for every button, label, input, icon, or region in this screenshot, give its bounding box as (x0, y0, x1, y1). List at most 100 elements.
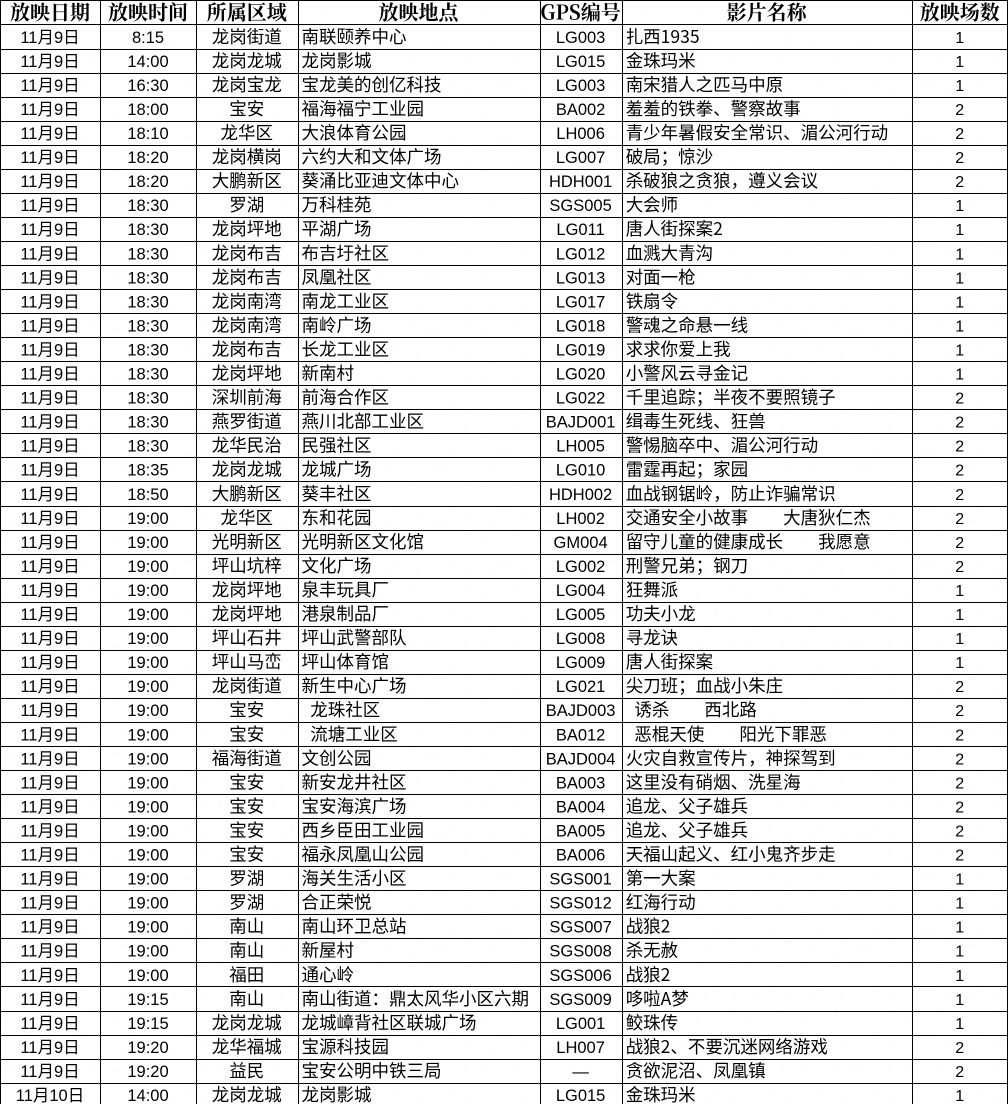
svg-text:血溅大青沟: 血溅大青沟 (626, 240, 714, 265)
svg-text:LG005: LG005 (556, 606, 606, 624)
svg-text:2: 2 (955, 511, 964, 528)
svg-text:19:00: 19:00 (127, 606, 168, 624)
svg-text:19:00: 19:00 (127, 582, 168, 600)
svg-text:19:00: 19:00 (127, 654, 168, 672)
svg-text:19:00: 19:00 (127, 750, 168, 768)
svg-text:千里追踪；半夜不要照镜子: 千里追踪；半夜不要照镜子 (626, 385, 836, 410)
svg-text:2: 2 (955, 535, 964, 552)
svg-text:BAJD004: BAJD004 (546, 750, 616, 768)
svg-text:LH006: LH006 (556, 125, 605, 143)
svg-text:对面一枪: 对面一枪 (626, 264, 696, 289)
svg-text:坪山马峦: 坪山马峦 (212, 649, 282, 674)
svg-text:1: 1 (955, 270, 964, 287)
svg-text:龙岗龙城: 龙岗龙城 (212, 1010, 282, 1035)
svg-text:新南村: 新南村 (302, 361, 355, 386)
svg-text:1: 1 (955, 607, 964, 624)
svg-text:文化广场: 文化广场 (302, 553, 372, 578)
svg-text:11月9日: 11月9日 (20, 29, 79, 47)
svg-text:宝龙美的创亿科技: 宝龙美的创亿科技 (302, 72, 442, 97)
svg-text:18:30: 18:30 (127, 414, 168, 432)
svg-text:龙岗影城: 龙岗影城 (302, 1082, 372, 1104)
svg-text:LG002: LG002 (556, 558, 606, 576)
svg-text:龙岗坪地: 龙岗坪地 (212, 216, 282, 241)
svg-text:扎西1935: 扎西1935 (626, 24, 700, 49)
svg-text:大鹏新区: 大鹏新区 (212, 481, 282, 506)
svg-text:11月9日: 11月9日 (20, 366, 79, 384)
svg-text:放映场数: 放映场数 (920, 0, 1000, 25)
svg-text:11月9日: 11月9日 (20, 895, 79, 913)
svg-text:HDH002: HDH002 (549, 486, 612, 504)
svg-text:18:30: 18:30 (127, 438, 168, 456)
svg-text:LG013: LG013 (556, 269, 606, 287)
svg-text:金珠玛米: 金珠玛米 (626, 1082, 696, 1104)
svg-text:19:00: 19:00 (127, 919, 168, 937)
svg-text:19:00: 19:00 (127, 798, 168, 816)
svg-text:2: 2 (955, 679, 964, 696)
svg-text:1: 1 (955, 294, 964, 311)
svg-text:LG015: LG015 (556, 1087, 606, 1104)
svg-text:LG021: LG021 (556, 678, 606, 696)
svg-text:2: 2 (955, 751, 964, 768)
svg-text:杀破狼之贪狼，遵义会议: 杀破狼之贪狼，遵义会议 (626, 168, 819, 193)
svg-text:2: 2 (955, 775, 964, 792)
svg-text:万科桂苑: 万科桂苑 (302, 192, 372, 217)
svg-text:BA006: BA006 (556, 847, 606, 865)
svg-text:11月10日: 11月10日 (16, 1087, 84, 1104)
svg-text:宝安: 宝安 (229, 721, 264, 746)
svg-text:1: 1 (955, 367, 964, 384)
svg-text:宝安: 宝安 (229, 697, 264, 722)
svg-text:19:00: 19:00 (127, 822, 168, 840)
svg-text:11月9日: 11月9日 (20, 822, 79, 840)
svg-text:龙岗龙城: 龙岗龙城 (212, 1082, 282, 1104)
svg-text:11月9日: 11月9日 (20, 245, 79, 263)
svg-text:追龙、父子雄兵: 追龙、父子雄兵 (626, 793, 749, 818)
svg-text:南山: 南山 (229, 986, 264, 1011)
svg-text:龙岗南湾: 龙岗南湾 (212, 288, 282, 313)
svg-text:LG010: LG010 (556, 462, 606, 480)
svg-text:18:30: 18:30 (127, 317, 168, 335)
svg-text:1: 1 (955, 78, 964, 95)
svg-text:11月9日: 11月9日 (20, 967, 79, 985)
svg-text:战狼2: 战狼2 (626, 914, 671, 939)
svg-text:贪欲泥沼、凤凰镇: 贪欲泥沼、凤凰镇 (626, 1058, 766, 1083)
svg-text:11月9日: 11月9日 (20, 1015, 79, 1033)
svg-text:14:00: 14:00 (127, 1087, 168, 1104)
svg-text:18:30: 18:30 (127, 293, 168, 311)
svg-text:11月9日: 11月9日 (20, 871, 79, 889)
svg-text:LG015: LG015 (556, 53, 606, 71)
svg-text:布吉圩社区: 布吉圩社区 (302, 240, 390, 265)
svg-text:凤凰社区: 凤凰社区 (302, 264, 372, 289)
svg-text:19:00: 19:00 (127, 943, 168, 961)
svg-text:1: 1 (955, 318, 964, 335)
svg-text:南山街道：鼎太风华小区六期: 南山街道：鼎太风华小区六期 (302, 986, 530, 1011)
svg-text:11月9日: 11月9日 (20, 197, 79, 215)
svg-text:LG020: LG020 (556, 366, 606, 384)
svg-text:战狼2、不要沉迷网络游戏: 战狼2、不要沉迷网络游戏 (626, 1034, 828, 1059)
svg-text:狂舞派: 狂舞派 (626, 577, 679, 602)
svg-text:深圳前海: 深圳前海 (212, 385, 282, 410)
svg-text:BA004: BA004 (556, 798, 606, 816)
svg-text:南龙工业区: 南龙工业区 (302, 288, 390, 313)
svg-text:11月9日: 11月9日 (20, 919, 79, 937)
svg-text:11月9日: 11月9日 (20, 510, 79, 528)
svg-text:2: 2 (955, 463, 964, 480)
svg-text:BA002: BA002 (556, 101, 606, 119)
svg-text:六约大和文体广场: 六约大和文体广场 (302, 144, 442, 169)
svg-text:1: 1 (955, 872, 964, 889)
svg-text:哆啦A梦: 哆啦A梦 (626, 986, 689, 1011)
svg-text:11月9日: 11月9日 (20, 149, 79, 167)
svg-text:龙珠社区: 龙珠社区 (302, 697, 381, 722)
svg-text:11月9日: 11月9日 (20, 77, 79, 95)
svg-text:2: 2 (955, 559, 964, 576)
svg-text:LG018: LG018 (556, 317, 606, 335)
svg-text:11月9日: 11月9日 (20, 630, 79, 648)
svg-text:唐人街探案: 唐人街探案 (626, 649, 714, 674)
svg-text:14:00: 14:00 (127, 53, 168, 71)
svg-text:2: 2 (955, 727, 964, 744)
svg-text:11月9日: 11月9日 (20, 654, 79, 672)
svg-text:杀无赦: 杀无赦 (626, 938, 679, 963)
svg-text:1: 1 (955, 583, 964, 600)
svg-text:LG017: LG017 (556, 293, 606, 311)
svg-text:BA005: BA005 (556, 822, 606, 840)
svg-text:坪山坑梓: 坪山坑梓 (212, 553, 282, 578)
